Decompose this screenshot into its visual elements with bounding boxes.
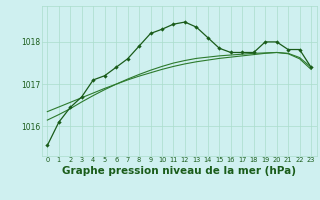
X-axis label: Graphe pression niveau de la mer (hPa): Graphe pression niveau de la mer (hPa) (62, 166, 296, 176)
